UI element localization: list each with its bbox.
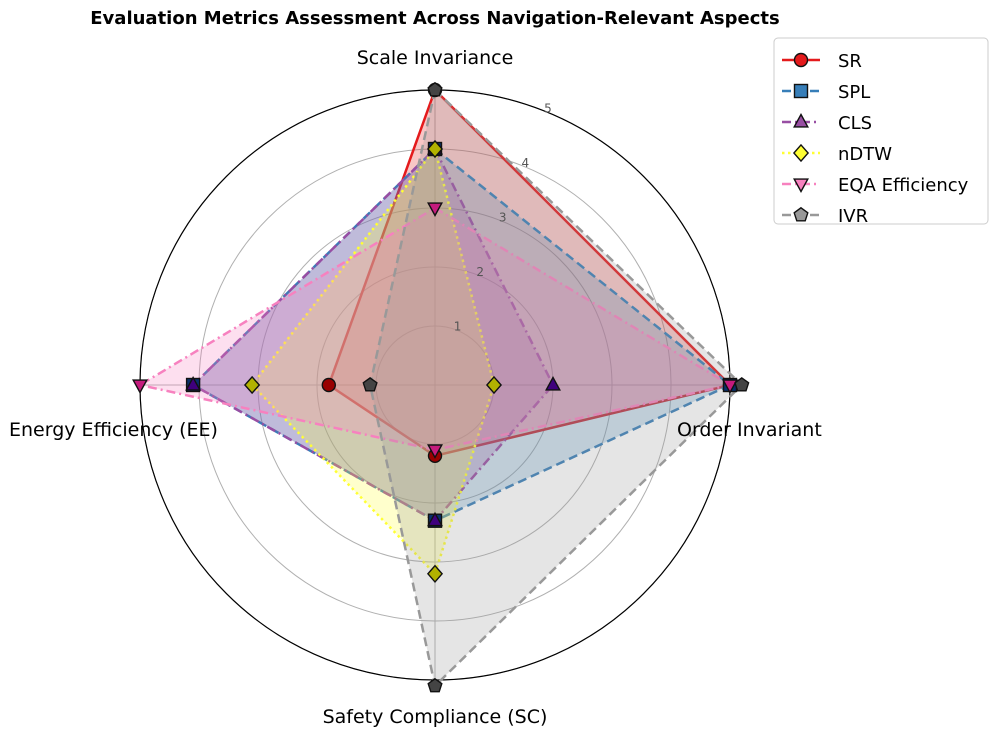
data-point-ivr-order-invariant [734,377,750,392]
data-point-eqa-efficiency-order-invariant [722,379,738,394]
legend-label-ndtw: nDTW [838,144,892,165]
data-point-eqa-efficiency-energy-efficiency-ee [132,379,148,394]
legend-label-spl: SPL [838,82,870,103]
radar-markers [132,81,750,693]
series-area-ndtw [252,149,494,574]
r-tick-label-2: 2 [476,265,484,279]
series-area-eqa-efficiency [140,208,730,450]
legend-marker-spl [793,83,809,99]
legend: SR SPL CLS nDTW EQA Efficiency IVR [773,37,989,227]
data-point-sr-energy-efficiency-ee [321,377,336,393]
legend-marker-cls [793,113,809,128]
legend-label-sr: SR [838,51,862,72]
data-point-ivr-safety-compliance-sc [427,677,443,693]
series-area-spl [193,149,731,521]
data-point-cls-safety-compliance-sc [427,511,443,527]
data-point-cls-order-invariant [545,376,561,391]
r-tick-label-1: 1 [454,320,462,334]
legend-marks [782,52,820,222]
legend-label-ivr: IVR [838,206,868,227]
legend-marker-ndtw [792,143,810,163]
legend-marker-eqa-efficiency [793,178,809,193]
data-point-cls-energy-efficiency-ee [185,376,202,391]
data-point-ndtw-safety-compliance-sc [426,564,444,583]
axis-label-safety-compliance: Safety Compliance (SC) [323,706,548,728]
radar-series [136,87,744,689]
data-point-eqa-efficiency-scale-invariance [427,202,443,217]
data-point-ndtw-order-invariant [485,375,503,395]
legend-label-eqa-efficiency: EQA Efficiency [838,175,969,196]
series-area-cls [193,149,553,521]
series-area-sr [328,90,730,456]
data-point-ndtw-scale-invariance [426,139,444,159]
r-tick-label-4: 4 [521,156,529,170]
legend-marker-sr [793,52,809,68]
axis-label-scale-invariance: Scale Invariance [357,47,514,69]
axis-label-order-invariant: Order Invariant [677,419,822,441]
axis-label-energy-efficiency: Energy Efficiency (EE) [9,419,218,441]
legend-label-cls: CLS [838,113,872,134]
chart-title: Evaluation Metrics Assessment Across Nav… [90,8,779,29]
r-tick-label-3: 3 [499,211,507,225]
radial-ticks: 1 2 3 4 5 [454,102,552,334]
legend-frame [773,37,989,225]
r-tick-label-5: 5 [544,102,552,116]
data-point-eqa-efficiency-safety-compliance-sc [427,444,443,459]
data-point-ivr-scale-invariance [427,81,443,97]
data-point-ivr-energy-efficiency-ee [362,377,378,392]
data-point-ndtw-energy-efficiency-ee [243,375,261,395]
legend-marker-ivr [793,206,809,222]
series-line-ndtw [250,146,496,577]
